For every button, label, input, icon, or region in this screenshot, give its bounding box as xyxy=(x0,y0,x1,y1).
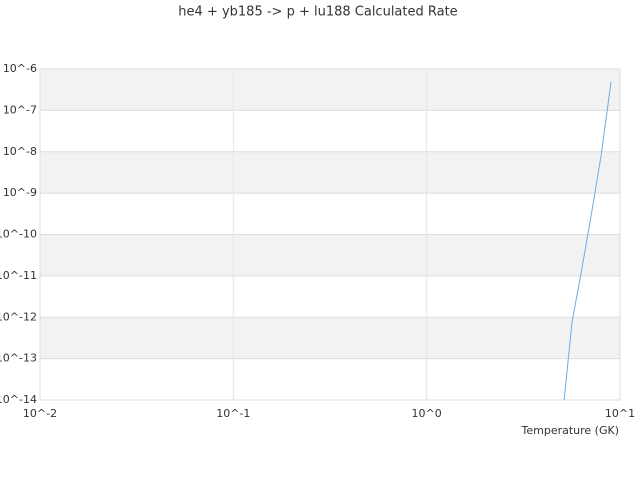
y-tick-label: 10^-12 xyxy=(0,310,37,323)
x-tick-label: 10^0 xyxy=(412,407,442,420)
grid-band xyxy=(40,151,620,194)
grid-band xyxy=(40,69,620,111)
plot-border xyxy=(39,68,621,401)
y-tick-label: 10^-10 xyxy=(0,228,37,241)
y-tick-label: 10^-7 xyxy=(3,103,37,116)
y-tick-label: 10^-11 xyxy=(0,269,37,282)
x-axis-label: Temperature (GK) xyxy=(521,424,620,437)
grid-band xyxy=(40,317,620,359)
y-tick-label: 10^-9 xyxy=(3,186,37,199)
y-tick-label: 10^-6 xyxy=(3,62,37,75)
y-tick-label: 10^-13 xyxy=(0,352,37,365)
x-tick-label: 10^1 xyxy=(605,407,635,420)
chart-title: he4 + yb185 -> p + lu188 Calculated Rate xyxy=(178,5,457,20)
x-tick-label: 10^-2 xyxy=(23,407,57,420)
data-line xyxy=(563,81,612,401)
grid-band xyxy=(40,234,620,276)
y-tick-label: 10^-14 xyxy=(0,393,37,406)
x-tick-label: 10^-1 xyxy=(216,407,250,420)
y-tick-label: 10^-8 xyxy=(3,145,37,158)
